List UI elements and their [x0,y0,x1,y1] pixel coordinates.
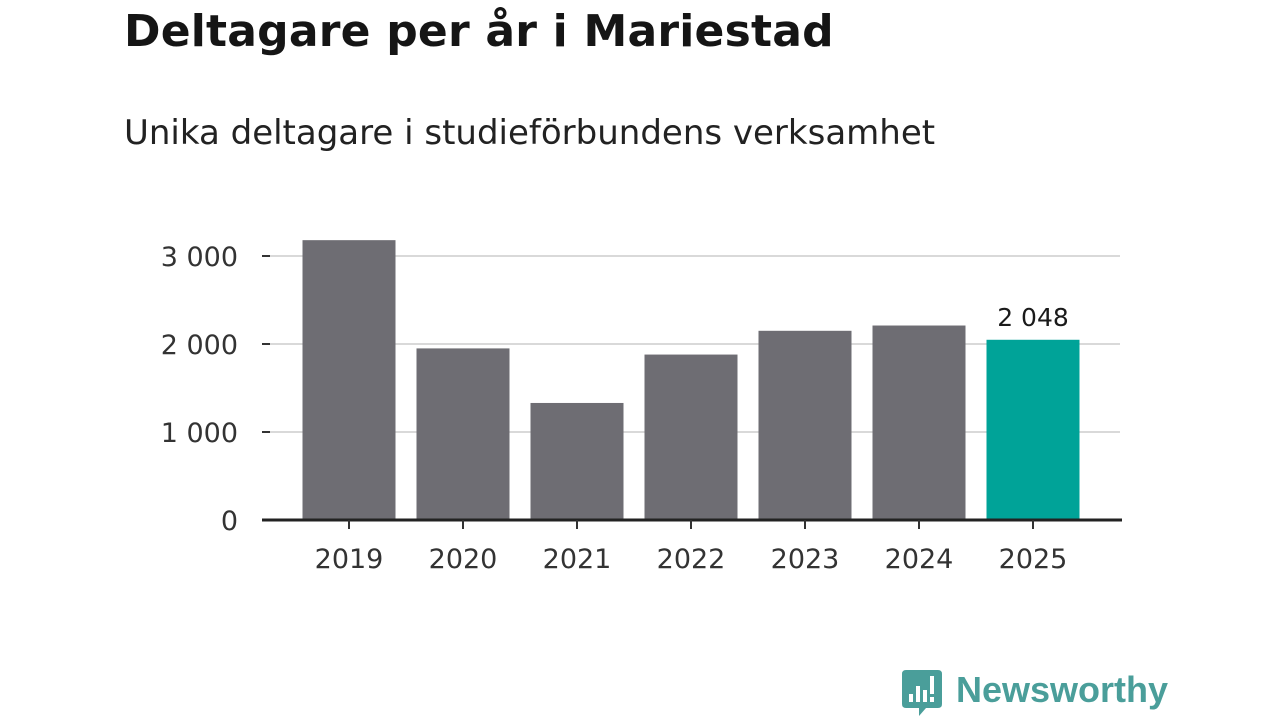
bar-2022 [644,354,738,520]
x-tick-label: 2025 [999,544,1068,575]
x-tick-label: 2024 [885,544,954,575]
x-tick-label: 2019 [315,544,384,575]
y-tick-label: 2 000 [161,330,238,361]
y-tick-label: 0 [221,506,238,537]
chart-title: Deltagare per år i Mariestad [124,6,834,57]
bar-2024 [872,325,966,520]
x-tick-label: 2023 [771,544,840,575]
bar-2020 [416,348,510,520]
chart-subtitle: Unika deltagare i studieförbundens verks… [124,113,936,153]
x-tick-label: 2021 [543,544,612,575]
bar-2021 [530,402,624,520]
y-tick-label: 1 000 [161,418,238,449]
bar-2019 [302,240,396,520]
bar-2025 [986,339,1080,520]
chat-bar-chart-icon [902,670,942,716]
value-label: 2 048 [997,303,1069,332]
y-tick-label: 3 000 [161,242,238,273]
x-tick-label: 2020 [429,544,498,575]
x-tick-label: 2022 [657,544,726,575]
newsworthy-logo: Newsworthy [902,669,1169,718]
bar-2023 [758,330,852,520]
brand-name: Newsworthy [956,669,1169,710]
